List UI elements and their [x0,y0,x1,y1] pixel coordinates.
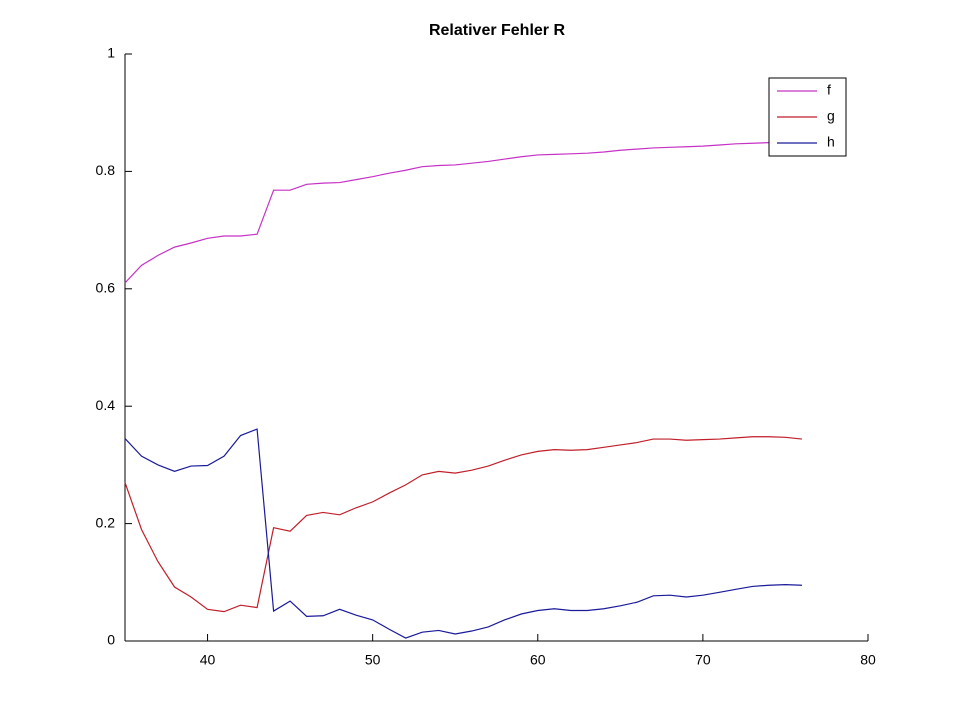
legend-label: f [827,82,831,98]
legend-label: h [827,134,835,150]
y-tick-label: 0 [107,632,115,648]
y-tick-label: 0.4 [96,397,116,413]
x-tick-label: 40 [200,652,216,668]
x-tick-label: 70 [695,652,711,668]
x-tick-label: 50 [365,652,381,668]
y-tick-label: 0.6 [96,280,116,296]
chart-title: Relativer Fehler R [429,22,566,39]
series-line [124,140,802,284]
y-tick-label: 0.8 [96,162,116,178]
series-line [124,436,803,613]
y-tick-label: 0.2 [96,514,116,530]
x-tick-label: 60 [530,652,546,668]
x-tick-label: 80 [860,652,876,668]
series-line [124,428,802,639]
y-tick-label: 1 [107,45,115,61]
legend-label: g [827,108,835,124]
